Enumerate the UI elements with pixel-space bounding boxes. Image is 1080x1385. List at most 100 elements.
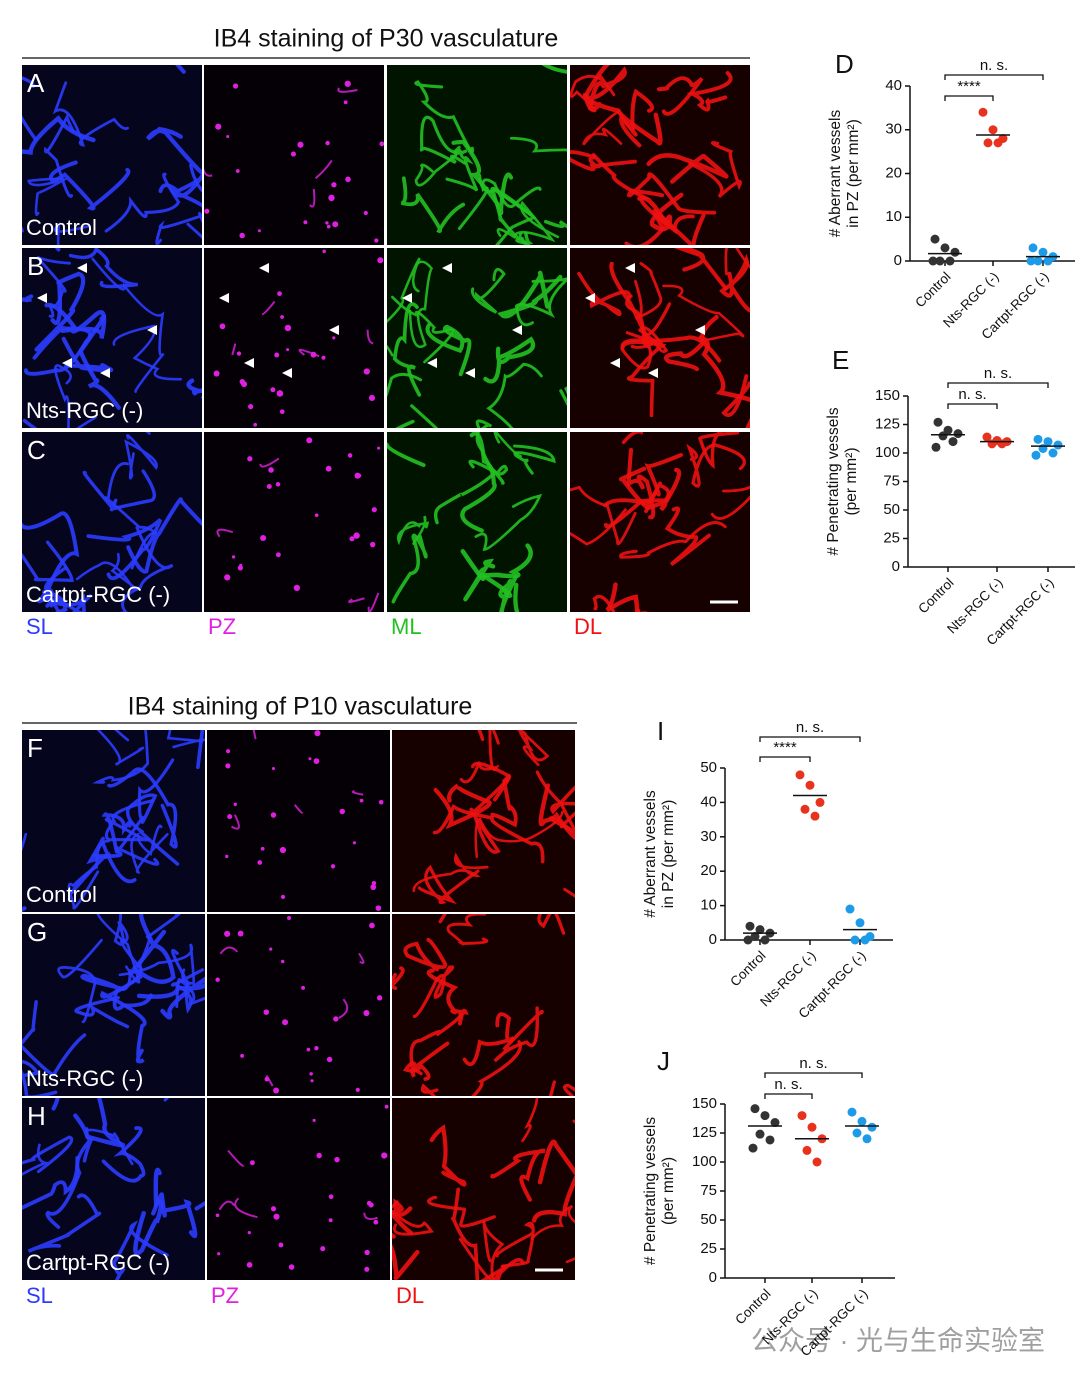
data-point [862,1134,872,1144]
y-tick-label: 50 [883,501,900,518]
vessel [22,1059,58,1096]
vessel-dot [306,437,313,444]
arrowhead [147,325,157,335]
micrograph-bg [570,248,750,428]
vessel-dot [369,922,375,929]
vessel [403,937,448,972]
data-point [867,1122,877,1132]
vessel [414,153,458,187]
vessel [515,232,531,245]
y-tick-label: 150 [692,1095,717,1112]
vessel [392,1198,413,1239]
micrograph [570,65,750,245]
vessel-dot [237,930,244,937]
vessel [619,466,682,512]
vessel [410,404,493,428]
y-tick-label: 20 [700,862,717,879]
vessel [366,329,374,345]
vessel [133,1167,164,1256]
vessel [509,136,567,153]
vessel-dot [320,1246,326,1252]
micrograph [22,65,202,245]
y-tick-label: 0 [709,1269,717,1286]
vessel [664,506,711,567]
vessel-dot [273,1087,280,1094]
vessel-dot [268,467,274,473]
arrowhead [512,325,522,335]
vessel-dot [328,194,335,202]
vessel [39,566,68,612]
vessel-dot [257,860,263,865]
vessel [396,515,430,546]
vessel [497,270,563,319]
micrograph [22,432,202,612]
arrowhead [695,325,705,335]
y-tick-label: 0 [892,558,900,575]
vessel-dot [373,1219,379,1225]
x-tick-label: Control [732,1286,773,1327]
vessel-dot [277,291,282,297]
vessel [412,965,455,1019]
vessel [252,730,257,740]
vessel-dot [377,446,381,450]
y-tick-label: 0 [894,252,902,269]
micrograph [22,248,202,428]
vessel [392,1210,420,1280]
vessel [166,730,205,749]
vessel [674,248,728,291]
data-point [760,935,770,945]
vessel [417,864,480,905]
data-point [750,932,760,942]
vessel-dot [332,221,339,228]
vessel [92,730,150,784]
vessel [57,938,103,1024]
vessel [22,906,27,912]
data-point [810,811,820,821]
vessel [686,443,746,488]
vessel [112,324,183,381]
vessel-dot [308,757,312,761]
vessel-dot [248,404,254,410]
vessel-dot [325,465,332,472]
row-label: Nts-RGC (-) [26,1066,143,1091]
vessel [96,730,145,766]
data-point [1043,256,1053,266]
vessel [231,343,237,356]
y-tick-label: 10 [885,208,902,225]
significance-label: n. s. [774,1076,802,1093]
vessel-dot [232,83,239,89]
data-point [760,1111,770,1121]
vessel [462,1012,516,1066]
vessel [75,552,138,592]
row-label: Control [26,882,97,907]
vessel [218,1200,236,1211]
panel-letter: C [27,435,46,465]
significance-bracket [947,403,998,409]
data-point [755,925,765,935]
vessel-dot [379,141,384,147]
vessel-dot [246,1262,253,1268]
vessel [664,314,719,372]
vessel-dot [309,1072,313,1076]
data-point [1053,440,1063,450]
vessel [514,277,567,327]
vessel-dot [266,484,272,490]
y-tick-label: 20 [885,164,902,181]
data-point [800,804,810,814]
data-point [1031,450,1041,460]
data-point [755,1129,765,1139]
vessel [512,444,556,475]
vessel [104,798,155,842]
vessel [49,160,131,211]
vessel-dot [235,169,240,173]
vessel-dot [363,210,368,216]
data-point [805,780,815,790]
vessel [298,348,320,358]
vessel-dot [306,1047,311,1052]
vessel [490,1148,546,1202]
vessel [227,1149,245,1167]
micrograph [207,1098,390,1280]
vessel [204,168,213,177]
vessel-dot [279,846,287,854]
vessel [408,260,434,348]
